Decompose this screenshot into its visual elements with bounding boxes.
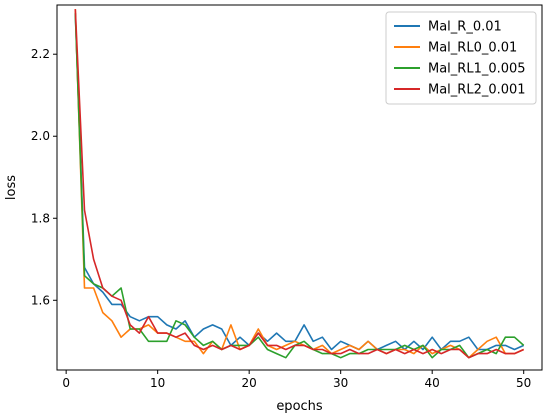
y-axis-label: loss <box>4 175 19 200</box>
series-layer <box>74 9 525 359</box>
y-axis-ticks: 1.6 1.8 2.0 2.2 <box>31 47 57 307</box>
legend-label: Mal_R_0.01 <box>428 20 502 35</box>
y-tick-label: 2.0 <box>31 129 50 143</box>
x-tick-label: 10 <box>150 376 165 390</box>
legend-label: Mal_RL1_0.005 <box>428 62 526 77</box>
legend: Mal_R_0.01 Mal_RL0_0.01 Mal_RL1_0.005 Mal_R… <box>385 11 537 105</box>
x-tick-label: 40 <box>425 376 440 390</box>
series-line-Mal_R_0.01 <box>74 13 525 351</box>
x-axis-ticks: 0 10 20 30 40 50 <box>62 370 531 390</box>
y-tick-label: 2.2 <box>31 47 50 61</box>
x-tick-label: 30 <box>333 376 348 390</box>
legend-label: Mal_RL0_0.01 <box>428 41 517 56</box>
x-tick-label: 50 <box>516 376 531 390</box>
legend-label: Mal_RL2_0.001 <box>428 83 526 98</box>
legend-box <box>385 11 537 105</box>
x-tick-label: 0 <box>62 376 70 390</box>
y-tick-label: 1.6 <box>31 293 50 307</box>
series-line-Mal_RL2_0.001 <box>74 9 525 359</box>
x-tick-label: 20 <box>242 376 257 390</box>
y-tick-label: 1.8 <box>31 211 50 225</box>
x-axis-label: epochs <box>276 399 323 414</box>
plot-frame <box>56 4 543 371</box>
